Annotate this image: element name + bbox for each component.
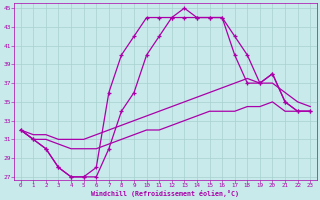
X-axis label: Windchill (Refroidissement éolien,°C): Windchill (Refroidissement éolien,°C) bbox=[92, 190, 239, 197]
